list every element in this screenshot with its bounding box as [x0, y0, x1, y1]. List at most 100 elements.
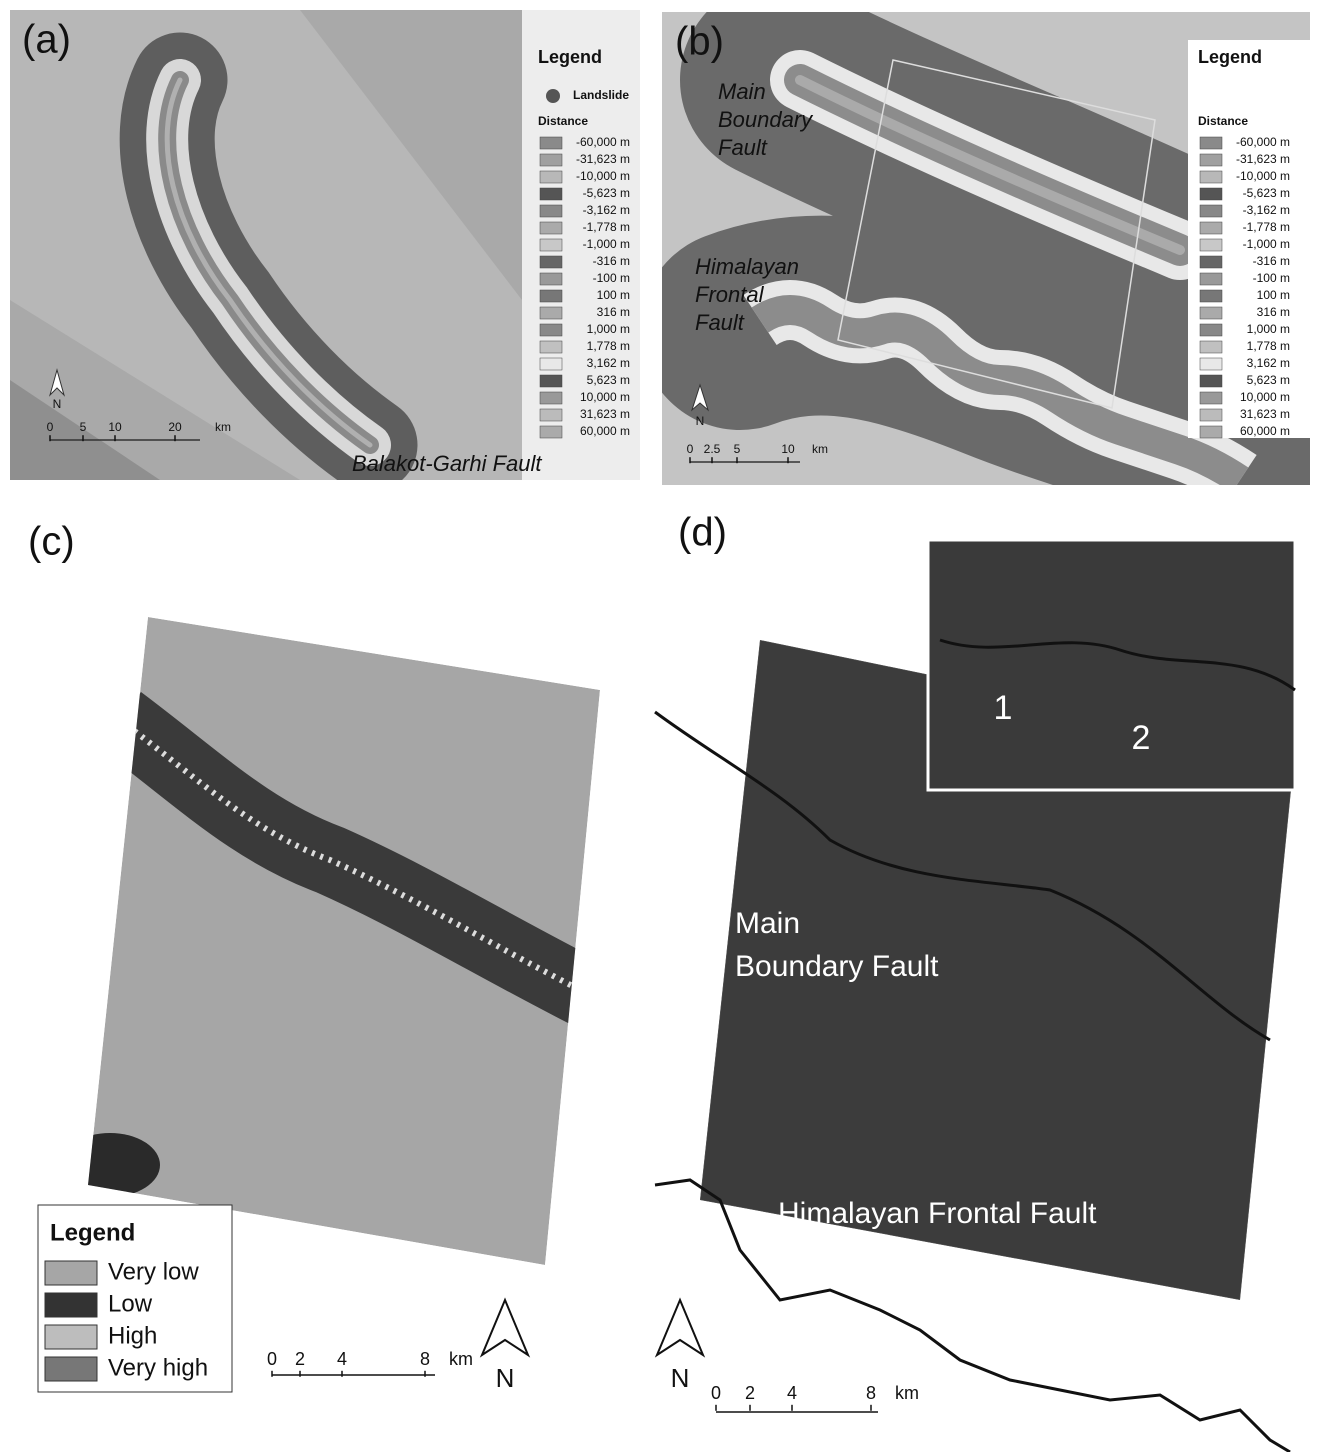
legend-swatch: [1200, 137, 1222, 149]
legend-item: High: [108, 1322, 157, 1349]
legend-item: -31,623 m: [1236, 152, 1290, 166]
legend-swatch: [45, 1357, 97, 1381]
scale-label: 5: [80, 420, 87, 434]
panel-label: (c): [28, 520, 75, 564]
legend-swatch: [1200, 409, 1222, 421]
scale-label: 4: [787, 1383, 797, 1403]
legend-item: -10,000 m: [1236, 169, 1290, 183]
legend-item: 10,000 m: [1240, 390, 1290, 404]
legend-item: 316 m: [1257, 305, 1290, 319]
legend-swatch: [540, 392, 562, 404]
legend-item: -316 m: [593, 254, 630, 268]
legend-swatch: [540, 188, 562, 200]
legend-swatch: [540, 205, 562, 217]
legend-swatch: [1200, 239, 1222, 251]
legend-item: 31,623 m: [580, 407, 630, 421]
legend-swatch: [540, 375, 562, 387]
legend-swatch: [1200, 256, 1222, 268]
north-label: N: [53, 397, 62, 411]
legend-item: 1,000 m: [1247, 322, 1290, 336]
scale-label: 0: [687, 442, 694, 456]
legend-item: 60,000 m: [580, 424, 630, 438]
fault-label: Main: [735, 907, 800, 940]
legend-swatch: [540, 171, 562, 183]
panel-label: (b): [675, 20, 724, 64]
scale-label: 8: [866, 1383, 876, 1403]
legend-swatch: [1200, 290, 1222, 302]
north-arrow: [657, 1300, 703, 1355]
legend-swatch: [1200, 171, 1222, 183]
panel-label: (d): [678, 511, 727, 555]
fault-label-line: Fault: [718, 135, 768, 160]
legend-item: -1,778 m: [1243, 220, 1290, 234]
legend-item: -1,000 m: [1243, 237, 1290, 251]
scale-label: 0: [711, 1383, 721, 1403]
fault-label: Balakot-Garhi Fault: [352, 451, 542, 476]
panel-label: (a): [22, 18, 71, 62]
fault-label-line: Main: [718, 79, 766, 104]
legend-item: -5,623 m: [1243, 186, 1290, 200]
legend-item: 3,162 m: [587, 356, 630, 370]
legend-title: Legend: [50, 1219, 135, 1246]
scale-label: km: [215, 420, 231, 434]
legend-swatch: [540, 222, 562, 234]
legend-swatch: [540, 341, 562, 353]
legend-item: -60,000 m: [1236, 135, 1290, 149]
legend-swatch: [1200, 426, 1222, 438]
scale-label: 20: [168, 420, 182, 434]
legend-item: Low: [108, 1290, 153, 1317]
inset-map: [928, 540, 1295, 790]
legend-item: 10,000 m: [580, 390, 630, 404]
legend-swatch: [1200, 205, 1222, 217]
legend-item: Landslide: [573, 88, 629, 102]
fault-label-line: Fault: [695, 310, 745, 335]
legend-item: 3,162 m: [1247, 356, 1290, 370]
legend-item: -3,162 m: [1243, 203, 1290, 217]
legend-item: -3,162 m: [583, 203, 630, 217]
legend-item: 31,623 m: [1240, 407, 1290, 421]
legend-swatch: [1200, 222, 1222, 234]
legend-swatch: [540, 273, 562, 285]
fault-label: Himalayan Frontal Fault: [778, 1197, 1097, 1230]
legend-swatch: [1200, 273, 1222, 285]
legend-swatch: [540, 256, 562, 268]
legend-item: -100 m: [1253, 271, 1290, 285]
legend-swatch: [1200, 307, 1222, 319]
legend-swatch: [540, 426, 562, 438]
scale-label: km: [449, 1349, 473, 1369]
legend-item: 60,000 m: [1240, 424, 1290, 438]
legend-title: Legend: [538, 47, 602, 67]
legend-swatch: [1200, 358, 1222, 370]
map-c: [60, 617, 600, 1265]
north-arrow: [482, 1300, 528, 1355]
panel-d: (d) 1 2 Main Boundary Fault Himalayan Fr…: [655, 511, 1295, 1452]
legend-swatch: [540, 154, 562, 166]
legend-swatch: [45, 1325, 97, 1349]
legend-item: 5,623 m: [1247, 373, 1290, 387]
legend-swatch: [45, 1293, 97, 1317]
legend-item: -1,778 m: [583, 220, 630, 234]
legend-subtitle: Distance: [1198, 114, 1248, 128]
legend-item: -100 m: [593, 271, 630, 285]
legend-swatch: [540, 324, 562, 336]
scale-label: 10: [108, 420, 122, 434]
north-label: N: [671, 1363, 690, 1393]
legend-swatch: [1200, 188, 1222, 200]
scale-label: 8: [420, 1349, 430, 1369]
legend-item: Very low: [108, 1258, 199, 1285]
legend-title: Legend: [1198, 47, 1262, 67]
scale-label: 5: [734, 442, 741, 456]
legend-swatch: [45, 1261, 97, 1285]
legend-swatch: [540, 307, 562, 319]
scale-label: km: [812, 442, 828, 456]
legend-swatch: [540, 137, 562, 149]
legend-swatch: [540, 239, 562, 251]
legend-item: Very high: [108, 1354, 208, 1381]
fault-label-line: Frontal: [695, 282, 765, 307]
legend-item: 1,778 m: [587, 339, 630, 353]
legend-item: -5,623 m: [583, 186, 630, 200]
fault-label: Boundary Fault: [735, 950, 939, 983]
